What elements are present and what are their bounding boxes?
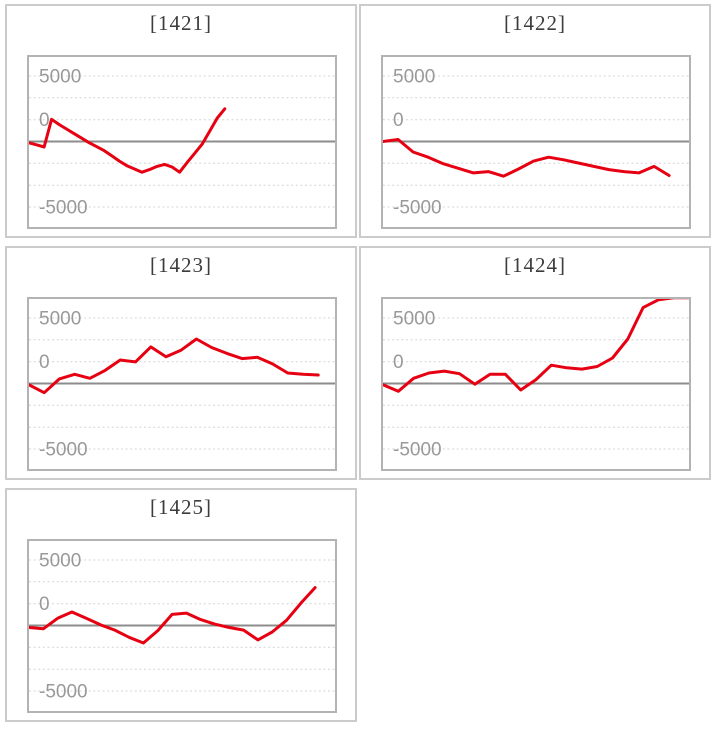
y-axis-tick-label: 0 <box>39 594 50 615</box>
slump-graph: 5000 0 -5000 <box>29 309 335 461</box>
chart-plot-area: 5000 0 -5000 <box>27 297 337 471</box>
y-axis-tick-label: -5000 <box>39 682 88 703</box>
y-axis-tick-label: 0 <box>39 352 50 373</box>
panel-title: [1425] <box>150 495 212 519</box>
panel-title: [1424] <box>504 253 566 277</box>
slump-line <box>29 586 317 645</box>
y-axis-tick-label: 5000 <box>393 309 435 330</box>
slump-graph: 5000 0 -5000 <box>383 67 689 219</box>
slump-line <box>383 138 671 178</box>
chart-row-1: [1421] 5000 0 -5000 [1422] 5000 0 -5000 <box>5 4 714 238</box>
y-axis-tick-label: 0 <box>393 110 404 131</box>
y-axis-tick-label: 0 <box>39 110 50 131</box>
y-axis-tick-label: -5000 <box>39 440 88 461</box>
chart-plot-area: 5000 0 -5000 <box>27 539 337 713</box>
chart-panel-1423: [1423] 5000 0 -5000 <box>5 246 357 480</box>
y-axis-tick-label: 0 <box>393 352 404 373</box>
y-axis-tick-label: 5000 <box>39 309 81 330</box>
chart-row-2: [1423] 5000 0 -5000 [1424] 5000 0 -5000 <box>5 246 714 480</box>
y-axis-tick-label: 5000 <box>39 551 81 572</box>
panel-title: [1423] <box>150 253 212 277</box>
slump-graph: 5000 0 -5000 <box>383 299 689 461</box>
y-axis-tick-label: -5000 <box>393 440 442 461</box>
slump-graph: 5000 0 -5000 <box>29 67 335 219</box>
chart-row-3: [1425] 5000 0 -5000 <box>5 488 714 722</box>
chart-plot-area: 5000 0 -5000 <box>27 55 337 229</box>
chart-panel-1421: [1421] 5000 0 -5000 <box>5 4 357 238</box>
y-axis-tick-label: -5000 <box>393 198 442 219</box>
panel-title: [1422] <box>504 11 566 35</box>
y-axis-tick-label: 5000 <box>393 67 435 88</box>
slump-line <box>29 107 227 174</box>
chart-plot-area: 5000 0 -5000 <box>381 55 691 229</box>
panel-title: [1421] <box>150 11 212 35</box>
slump-line <box>383 299 689 393</box>
chart-panel-1425: [1425] 5000 0 -5000 <box>5 488 357 722</box>
y-axis-tick-label: -5000 <box>39 198 88 219</box>
slump-line <box>29 337 320 395</box>
chart-panel-1422: [1422] 5000 0 -5000 <box>359 4 711 238</box>
slump-graph: 5000 0 -5000 <box>29 551 335 703</box>
chart-panel-1424: [1424] 5000 0 -5000 <box>359 246 711 480</box>
y-axis-tick-label: 5000 <box>39 67 81 88</box>
chart-plot-area: 5000 0 -5000 <box>381 297 691 471</box>
